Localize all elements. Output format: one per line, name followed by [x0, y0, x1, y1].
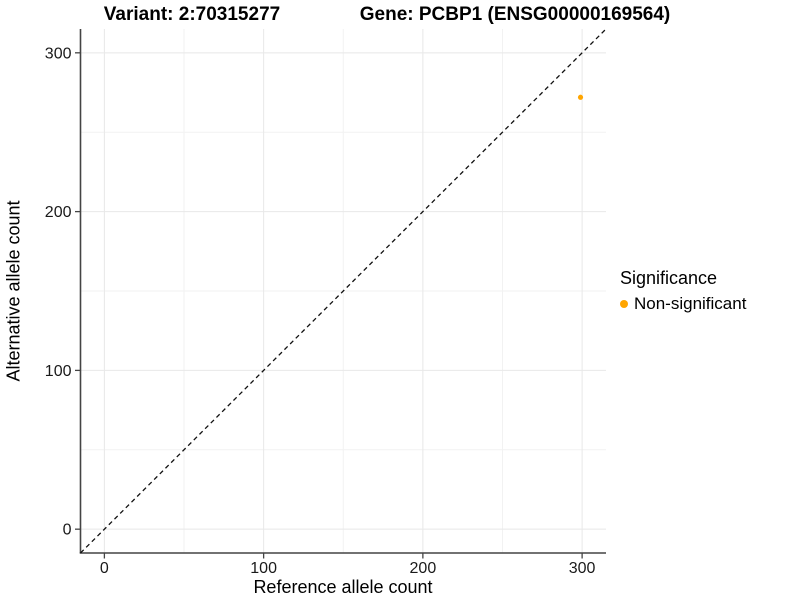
x-tick-label: 200 [410, 560, 437, 577]
gene-title: Gene: PCBP1 (ENSG00000169564) [359, 4, 671, 25]
data-point [577, 94, 584, 100]
legend: Significance Non-significant [620, 268, 746, 314]
variant-title: Variant: 2:70315277 [103, 4, 281, 25]
y-tick-label: 200 [45, 204, 72, 221]
legend-point-icon [620, 299, 628, 308]
x-axis-title: Reference allele count [253, 577, 433, 597]
x-tick-label: 300 [569, 560, 596, 577]
y-axis-title: Alternative allele count [3, 200, 24, 382]
y-tick-label: 0 [63, 522, 72, 539]
y-tick-label: 100 [45, 363, 72, 380]
x-tick-label: 100 [250, 560, 277, 577]
legend-entry-label: Non-significant [634, 293, 747, 313]
identity-dashed-line [80, 28, 607, 554]
legend-entry: Non-significant [620, 294, 746, 314]
x-tick-label: 0 [100, 560, 109, 577]
legend-title: Significance [620, 268, 718, 288]
y-tick-label: 300 [45, 45, 72, 62]
